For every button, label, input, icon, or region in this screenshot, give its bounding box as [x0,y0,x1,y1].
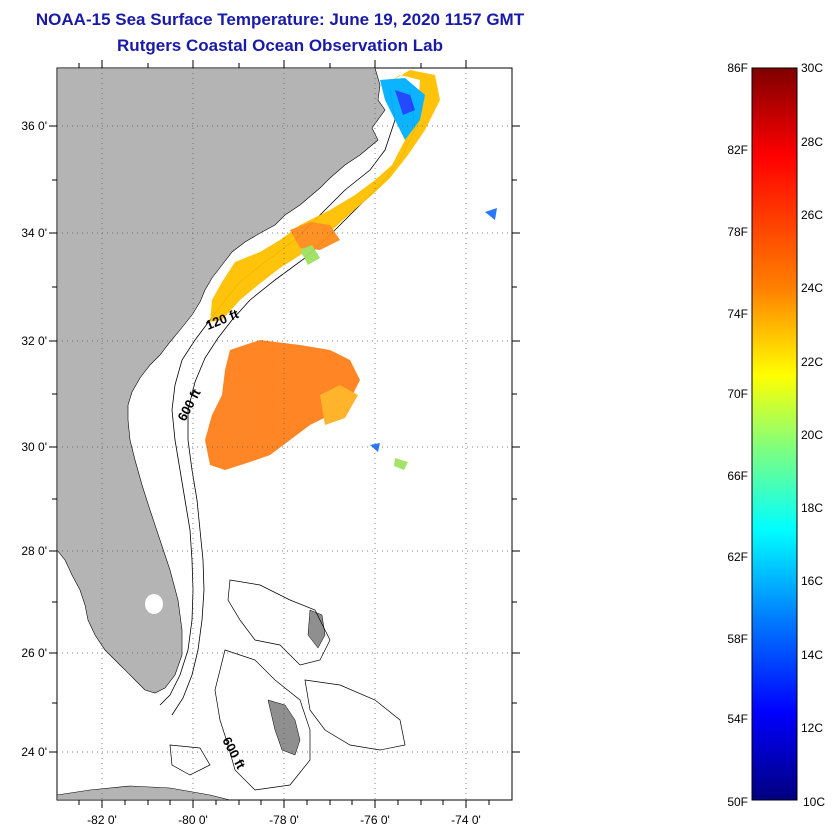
contour-120ft [159,89,396,706]
lon-label: -82 0' [87,813,117,827]
lon-label: -80 0' [178,813,208,827]
colorbar-f-label: 50F [727,795,748,809]
lat-label: 26 0' [21,646,47,660]
lat-label: 28 0' [21,544,47,558]
land-bahamas-2 [307,609,326,649]
colorbar-c-label: 28C [801,135,823,149]
colorbar-c-label: 14C [801,648,823,662]
land-bahamas-shelf [169,579,406,791]
colorbar-c-label: 24C [801,281,823,295]
lon-label: -74 0' [451,813,481,827]
colorbar-c-label: 16C [801,574,823,588]
colorbar-c-label: 12C [801,721,823,735]
lon-label: -78 0' [269,813,299,827]
contour-600ft [171,89,416,716]
colorbar-f-label: 82F [727,143,748,157]
colorbar-c-label: 22C [801,355,823,369]
lat-label: 32 0' [21,334,47,348]
colorbar-f-label: 86F [727,61,748,75]
colorbar-c-label: 26C [801,208,823,222]
colorbar [751,67,798,801]
map-subtitle: Rutgers Coastal Ocean Observation Lab [117,36,443,55]
lat-label: 34 0' [21,226,47,240]
colorbar-c-label: 18C [801,501,823,515]
colorbar-c-label: 10C [803,795,825,809]
lat-label: 30 0' [21,440,47,454]
map-title: NOAA-15 Sea Surface Temperature: June 19… [35,10,525,29]
land-mainland [57,68,386,694]
land-bahamas-1 [267,699,301,756]
sst-data [205,70,497,470]
colorbar-f-label: 66F [727,469,748,483]
lon-label: -76 0' [360,813,390,827]
colorbar-f-label: 62F [727,550,748,564]
lat-label: 36 0' [21,119,47,133]
colorbar-f-label: 54F [727,712,748,726]
frame-ticks [49,60,520,808]
colorbar-c-label: 30C [801,61,823,75]
colorbar-c-label: 20C [801,428,823,442]
lat-label: 24 0' [21,745,47,759]
colorbar-f-label: 70F [727,387,748,401]
land-keys [57,785,231,800]
colorbar-f-label: 58F [727,632,748,646]
map-grid [57,68,512,800]
colorbar-f-label: 78F [727,225,748,239]
colorbar-f-label: 74F [727,307,748,321]
lake-okeechobee [145,594,163,614]
